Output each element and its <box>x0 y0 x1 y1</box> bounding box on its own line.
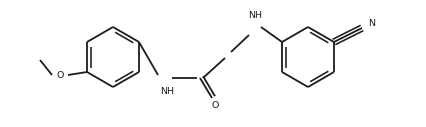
Text: NH: NH <box>160 88 174 97</box>
Text: NH: NH <box>248 12 262 20</box>
Text: O: O <box>211 101 219 110</box>
Text: O: O <box>56 70 64 80</box>
Text: N: N <box>368 19 375 28</box>
